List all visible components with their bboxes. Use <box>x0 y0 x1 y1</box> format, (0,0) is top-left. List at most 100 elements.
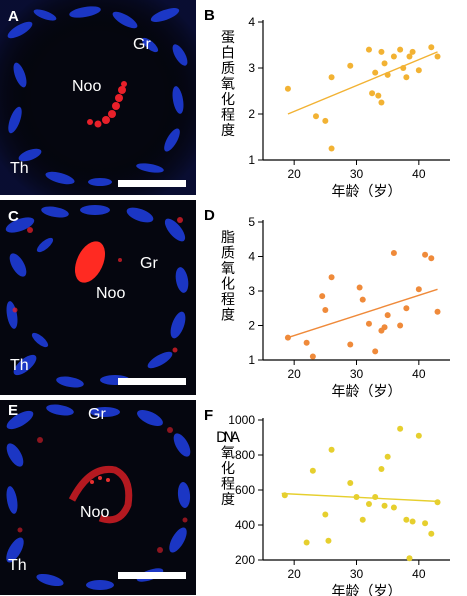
data-point <box>415 67 422 74</box>
data-point <box>347 341 354 348</box>
y-axis-label-char: 质 <box>221 246 235 262</box>
y-axis-label-char: 度 <box>221 123 235 139</box>
data-point <box>325 537 332 544</box>
y-axis-label-char: 程 <box>221 477 235 493</box>
data-point <box>381 502 388 509</box>
trend-line <box>287 288 438 339</box>
data-point <box>375 92 382 99</box>
data-point <box>415 286 422 293</box>
data-point <box>397 425 404 432</box>
data-point <box>322 306 329 313</box>
data-point <box>322 511 329 518</box>
data-point <box>422 251 429 258</box>
data-point <box>378 99 385 106</box>
y-axis-label-char: 程 <box>221 292 235 308</box>
scale-bar-a <box>118 180 186 187</box>
label-noo-c: Noo <box>96 285 126 302</box>
panel-letter: B <box>204 7 215 24</box>
data-point <box>359 516 366 523</box>
label-th-c: Th <box>10 357 29 374</box>
data-point <box>372 348 379 355</box>
x-tick-label: 20 <box>287 567 301 581</box>
data-point <box>347 480 354 486</box>
data-point <box>365 320 372 327</box>
data-point <box>390 53 397 60</box>
panel-letter-e: E <box>8 402 19 419</box>
y-tick-label: 5 <box>248 215 255 229</box>
data-point <box>397 322 404 329</box>
y-axis-label-char: 度 <box>221 492 235 508</box>
label-gr-c: Gr <box>140 255 158 272</box>
chart-b: B 蛋白质氧化程度 1 2 3 4 20 30 40 年龄（岁） <box>200 0 467 200</box>
data-point <box>406 53 413 60</box>
y-tick-label: 600 <box>235 483 255 497</box>
x-tick-label: 30 <box>350 167 364 181</box>
label-gr-e: Gr <box>88 406 106 423</box>
data-point <box>365 46 372 53</box>
data-point <box>384 312 391 319</box>
data-point <box>353 494 360 500</box>
data-point <box>309 467 316 474</box>
data-point <box>403 516 410 523</box>
data-point <box>384 453 391 460</box>
data-point <box>406 555 413 562</box>
x-tick-label: 40 <box>412 567 426 581</box>
y-axis-label-char: 氧 <box>221 446 235 462</box>
x-tick-label: 20 <box>287 367 301 381</box>
label-noo-a: Noo <box>72 78 102 95</box>
data-point <box>356 284 363 291</box>
y-axis-label-char: 质 <box>221 61 235 77</box>
x-tick-label: 40 <box>412 167 426 181</box>
x-tick-label: 20 <box>287 167 301 181</box>
micrograph-e: E Gr Noo Th <box>0 400 196 595</box>
panel-letter-a: A <box>8 8 19 25</box>
y-tick-label: 4 <box>248 250 255 264</box>
data-point <box>328 145 335 152</box>
data-point <box>415 432 422 439</box>
data-point <box>284 85 291 92</box>
y-axis-label-char: 化 <box>221 461 235 477</box>
data-point <box>378 466 385 472</box>
y-tick-label: 400 <box>235 518 255 532</box>
chart-f: F DNA 氧化程度 200 400 600 800 1000 20 30 40 年龄（岁） <box>200 400 467 596</box>
trend-line <box>281 492 438 503</box>
data-point <box>372 69 379 76</box>
data-point <box>284 334 291 341</box>
x-tick-label: 30 <box>350 567 364 581</box>
y-tick-label: 1000 <box>228 413 255 427</box>
data-point <box>328 274 335 281</box>
y-tick-label: 3 <box>248 61 255 75</box>
data-point <box>322 117 329 124</box>
data-point <box>422 520 429 527</box>
x-tick-label: 30 <box>350 367 364 381</box>
data-point <box>381 324 388 331</box>
y-tick-label: 2 <box>248 319 255 333</box>
y-tick-label: 200 <box>235 553 255 567</box>
data-point <box>281 492 288 499</box>
label-th-a: Th <box>10 160 29 177</box>
micrograph-c-image <box>5 205 189 388</box>
chart-d: D 脂质氧化程度 1 2 3 4 5 20 30 40 年龄（岁） <box>200 200 467 400</box>
panel-letter: F <box>204 407 213 424</box>
scale-bar-c <box>118 378 186 385</box>
panel-letter-c: C <box>8 208 19 225</box>
data-point <box>312 113 319 120</box>
y-axis-label-char: 脂 <box>221 230 235 246</box>
data-point <box>390 250 397 257</box>
y-tick-label: 800 <box>235 448 255 462</box>
data-point <box>434 499 441 506</box>
data-point <box>384 71 391 78</box>
micrograph-a: A Gr Noo Th <box>0 0 196 195</box>
data-point <box>347 62 354 69</box>
data-point <box>434 308 441 315</box>
y-tick-label: 2 <box>248 107 255 121</box>
trend-line <box>287 51 438 115</box>
panel-letter: D <box>204 207 215 224</box>
y-axis-label-char: DNA <box>216 430 240 446</box>
data-point <box>403 305 410 312</box>
y-tick-label: 3 <box>248 284 255 298</box>
y-axis-label-char: 程 <box>221 108 235 124</box>
